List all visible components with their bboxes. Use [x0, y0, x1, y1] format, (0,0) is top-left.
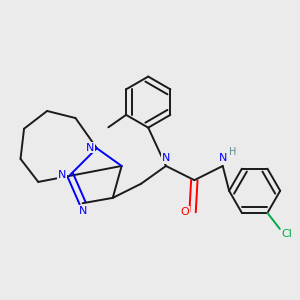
Text: O: O	[180, 207, 189, 217]
Text: N: N	[86, 142, 94, 152]
Text: N: N	[58, 170, 67, 180]
Text: N: N	[78, 206, 87, 216]
Text: H: H	[229, 147, 236, 157]
Text: Cl: Cl	[281, 229, 292, 239]
Text: N: N	[162, 153, 170, 163]
Text: N: N	[218, 153, 227, 163]
